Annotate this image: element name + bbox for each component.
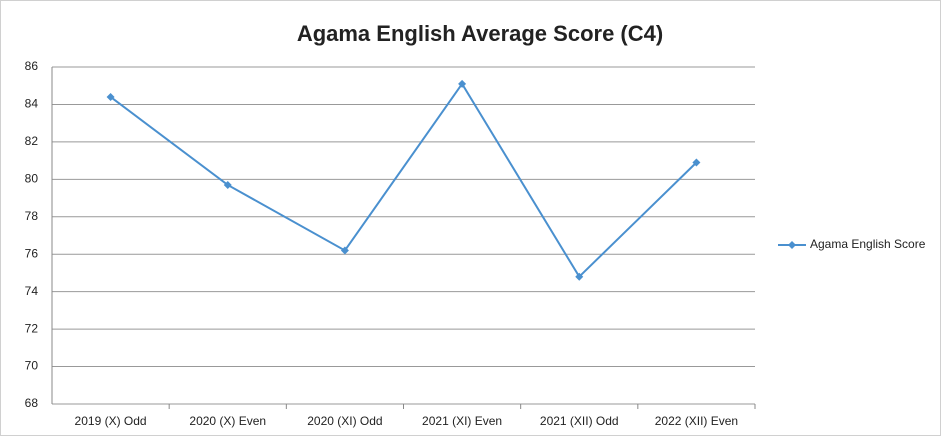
y-tick-label: 84	[25, 97, 39, 111]
y-tick-label: 68	[25, 396, 39, 410]
legend-label: Agama English Score	[810, 237, 926, 251]
y-tick-label: 78	[25, 209, 39, 223]
x-tick-label: 2021 (XII) Odd	[540, 414, 619, 428]
y-tick-label: 74	[25, 284, 39, 298]
data-point	[692, 158, 701, 167]
y-tick-label: 86	[25, 59, 39, 73]
series-line	[109, 82, 698, 279]
data-point	[223, 180, 232, 189]
y-tick-label: 82	[25, 134, 39, 148]
x-tick-label: 2019 (X) Odd	[75, 414, 147, 428]
data-point	[340, 246, 349, 255]
data-point	[106, 92, 115, 101]
data-point	[575, 272, 584, 281]
y-tick-label: 70	[25, 359, 39, 373]
x-tick-label: 2021 (XI) Even	[422, 414, 502, 428]
x-tick-label: 2020 (XI) Odd	[307, 414, 382, 428]
data-point	[458, 79, 467, 88]
y-tick-label: 72	[25, 321, 39, 335]
chart-title: Agama English Average Score (C4)	[297, 21, 663, 46]
legend-marker	[788, 241, 796, 249]
x-tick-label: 2020 (X) Even	[189, 414, 266, 428]
y-tick-label: 76	[25, 246, 39, 260]
x-tick-label: 2022 (XII) Even	[655, 414, 738, 428]
y-tick-label: 80	[25, 172, 39, 186]
